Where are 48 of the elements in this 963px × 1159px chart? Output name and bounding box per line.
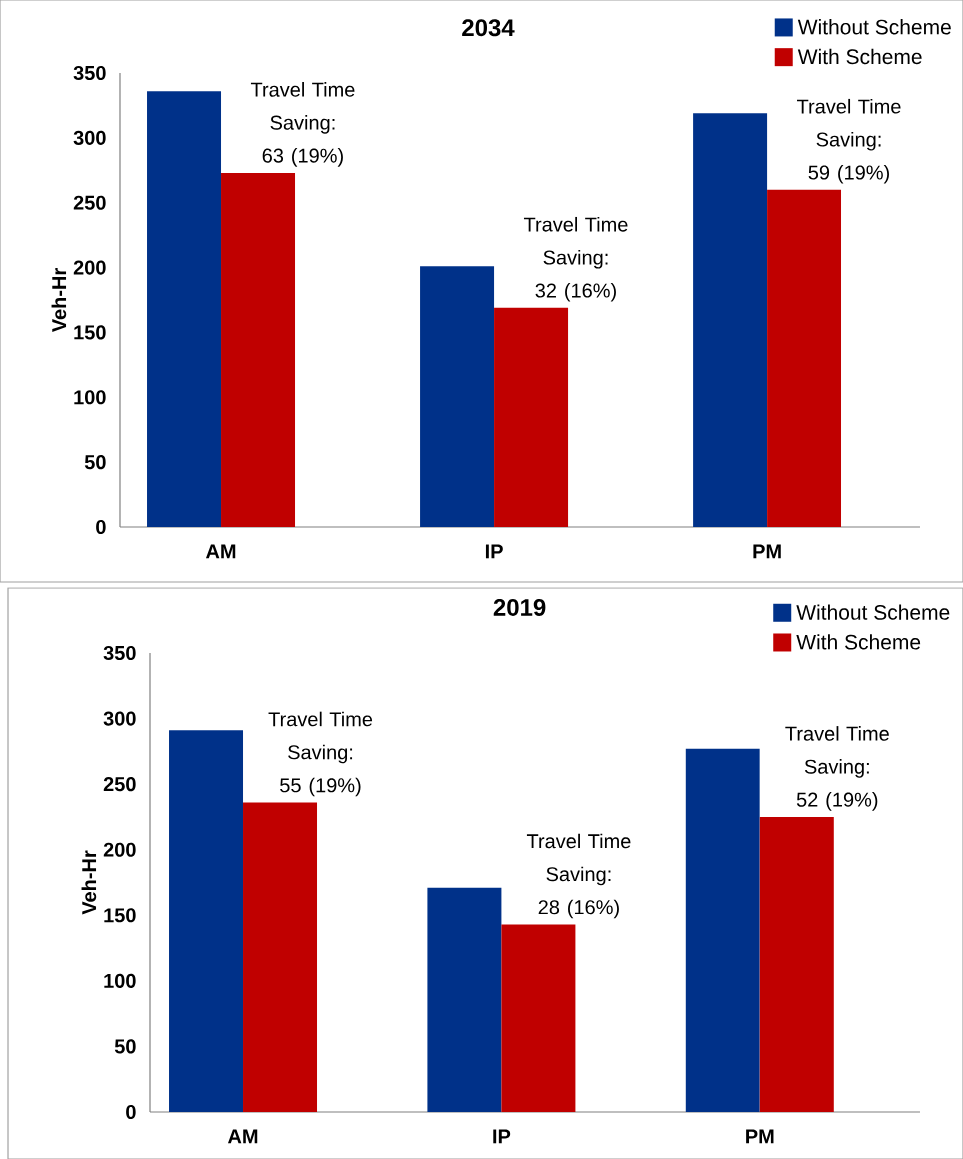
x-tick-label: IP	[485, 544, 503, 559]
annotation: Travel Time Saving: 28 (16%)	[526, 833, 631, 919]
bar	[420, 266, 495, 527]
y-tick-label: 350	[73, 65, 106, 81]
y-tick-label: 50	[114, 1039, 136, 1054]
y-tick-label: 0	[126, 1104, 136, 1120]
y-tick-label: 250	[73, 195, 106, 210]
chart-title: 2034	[462, 19, 515, 37]
y-tick-label: 150	[74, 325, 106, 340]
y-tick-label: 350	[103, 645, 136, 661]
x-tick-label: IP	[493, 1129, 511, 1144]
bar	[759, 816, 834, 1112]
y-tick-label: 100	[74, 390, 106, 405]
bar	[221, 172, 296, 527]
x-tick-label: AM	[205, 544, 236, 559]
bar	[501, 924, 576, 1112]
annotation: Travel Time Saving: 59 (19%)	[797, 98, 901, 184]
legend-label: Without Scheme	[796, 604, 950, 620]
bar	[767, 189, 842, 527]
bar	[243, 802, 318, 1112]
legend-label: Without Scheme	[797, 19, 951, 35]
legend-label: With Scheme	[797, 48, 922, 65]
bar	[685, 748, 760, 1112]
y-tick-label: 100	[104, 973, 136, 988]
x-tick-label: PM	[753, 544, 781, 559]
y-tick-label: 200	[73, 260, 106, 275]
chart-title: 2019	[493, 598, 546, 616]
bar	[147, 91, 222, 527]
legend-label: With Scheme	[796, 634, 921, 650]
x-tick-label: PM	[746, 1129, 774, 1144]
y-axis-title: Veh-Hr	[51, 268, 67, 333]
bar	[494, 307, 569, 527]
y-tick-label: 50	[84, 455, 106, 470]
y-tick-label: 300	[103, 711, 136, 726]
y-tick-label: 200	[103, 842, 136, 857]
bar	[427, 887, 502, 1112]
x-tick-label: AM	[227, 1129, 258, 1144]
annotation: Travel Time Saving: 63 (19%)	[250, 82, 355, 167]
annotation: Travel Time Saving: 52 (19%)	[785, 726, 889, 811]
bar	[693, 113, 768, 527]
y-tick-label: 150	[104, 908, 136, 923]
y-tick-label: 300	[73, 130, 106, 145]
annotation: Travel Time Saving: 32 (16%)	[523, 216, 628, 302]
y-axis-title: Veh-Hr	[81, 850, 97, 915]
bar	[169, 730, 244, 1112]
annotation: Travel Time Saving: 55 (19%)	[268, 711, 373, 797]
y-tick-label: 250	[103, 777, 136, 792]
y-tick-label: 0	[96, 519, 106, 535]
